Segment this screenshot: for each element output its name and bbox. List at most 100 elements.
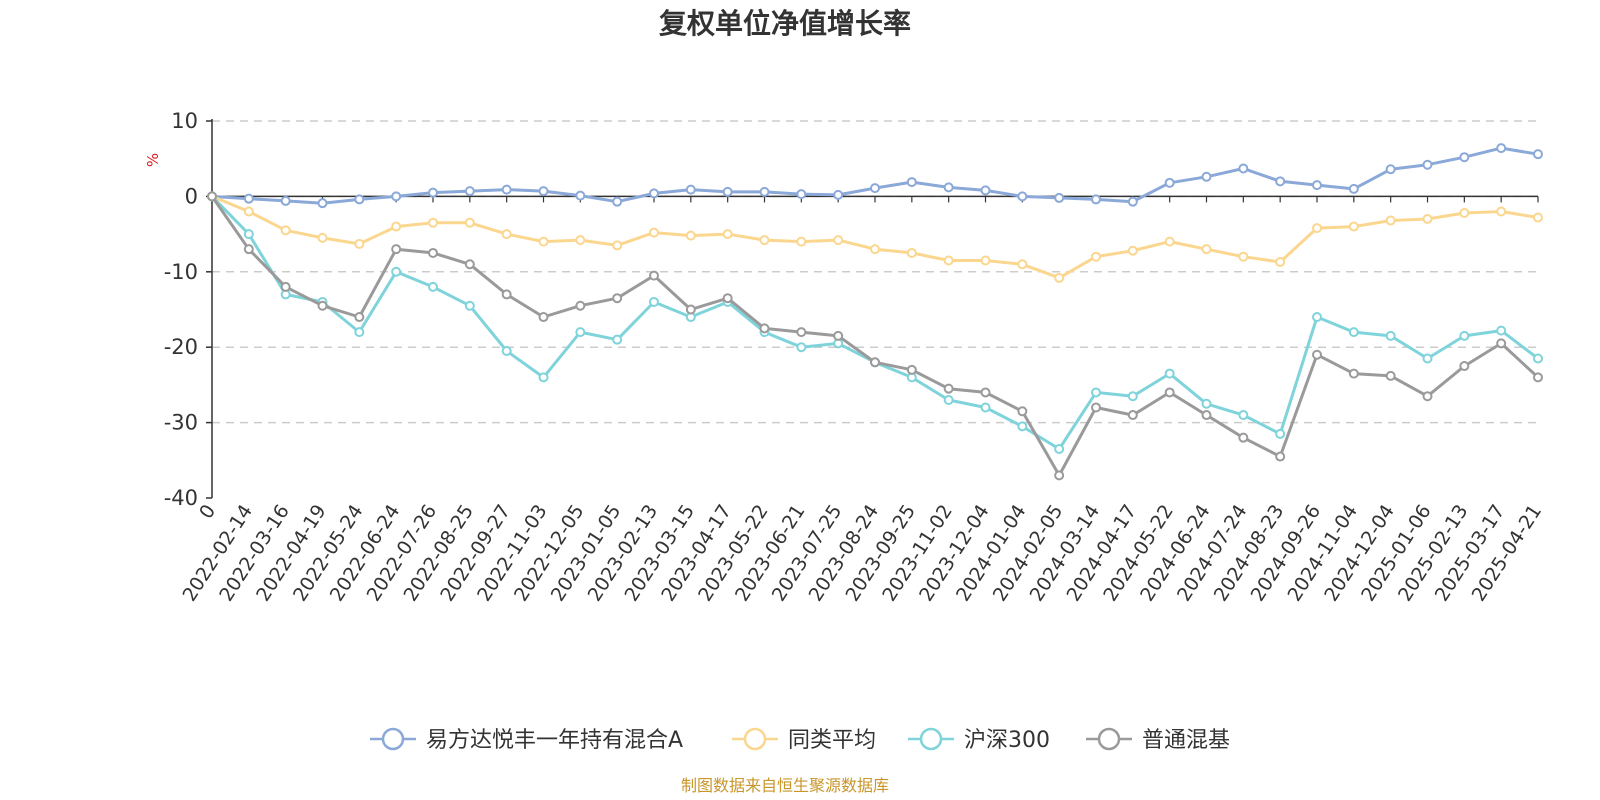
data-point — [1533, 372, 1543, 383]
data-point — [1496, 206, 1507, 217]
data-point — [980, 255, 991, 266]
data-point — [1127, 391, 1138, 402]
data-point — [428, 187, 438, 198]
data-point — [1127, 410, 1138, 421]
data-point — [722, 293, 733, 304]
data-point — [1496, 325, 1507, 336]
data-point — [243, 206, 254, 217]
data-point — [1201, 398, 1212, 409]
data-point — [833, 189, 844, 200]
data-point — [575, 235, 586, 246]
legend-marker — [1097, 727, 1121, 751]
x-tick-label: 0 — [195, 501, 220, 523]
legend[interactable]: 易方达悦丰一年持有混合A 同类平均 沪深300 普通混基 — [370, 727, 1230, 753]
data-point — [1238, 163, 1249, 174]
data-point — [870, 357, 880, 368]
legend-label: 易方达悦丰一年持有混合A — [426, 728, 683, 753]
data-point — [685, 304, 696, 315]
data-point — [943, 383, 954, 394]
legend-label: 同类平均 — [788, 728, 876, 753]
data-point — [1017, 191, 1028, 202]
series-line-0 — [211, 146, 1539, 205]
data-point — [1422, 353, 1433, 364]
legend-item-0[interactable]: 易方达悦丰一年持有混合A — [370, 727, 683, 753]
series-line-3 — [210, 195, 1540, 477]
data-point — [1164, 177, 1175, 188]
data-point — [354, 194, 365, 205]
data-point — [317, 300, 328, 311]
data-point — [1348, 327, 1359, 338]
data-point — [612, 196, 623, 207]
data-point — [391, 191, 402, 202]
data-point — [428, 247, 438, 258]
data-point — [1312, 312, 1322, 323]
data-point — [1238, 410, 1249, 421]
data-point — [1496, 338, 1507, 349]
data-point — [464, 186, 475, 197]
data-point — [1312, 180, 1322, 191]
data-point — [906, 364, 917, 375]
data-point — [722, 229, 733, 240]
data-point — [280, 195, 291, 206]
data-point — [464, 217, 475, 228]
data-point — [1017, 421, 1028, 432]
data-point — [501, 289, 512, 300]
y-tick-label: -10 — [164, 260, 198, 284]
data-point — [1385, 164, 1396, 175]
data-point — [1459, 152, 1470, 163]
data-point — [1422, 214, 1433, 225]
data-point — [906, 247, 917, 258]
data-point — [538, 312, 549, 323]
y-tick-label: 10 — [171, 109, 198, 133]
data-point — [1459, 330, 1470, 341]
legend-item-2[interactable]: 沪深300 — [908, 727, 1050, 753]
data-point — [980, 402, 991, 413]
data-point — [1533, 149, 1543, 160]
data-point — [1275, 451, 1286, 462]
data-point — [1201, 410, 1212, 421]
legend-item-1[interactable]: 同类平均 — [732, 727, 876, 753]
data-point — [870, 183, 880, 194]
data-point — [1201, 244, 1212, 255]
data-point — [1459, 207, 1470, 218]
data-point — [1201, 171, 1212, 182]
data-point — [1275, 428, 1286, 439]
data-point — [1091, 194, 1101, 205]
data-point — [1533, 353, 1543, 364]
series-line-1 — [211, 195, 1539, 280]
data-point — [391, 266, 402, 277]
y-tick-label: -30 — [164, 411, 198, 435]
data-point — [1127, 245, 1138, 256]
data-point — [796, 342, 807, 353]
data-point — [685, 184, 696, 195]
data-point — [980, 387, 991, 398]
data-point — [464, 259, 475, 270]
data-point — [1164, 368, 1175, 379]
data-point — [1054, 443, 1065, 454]
data-point — [796, 189, 807, 200]
grid-lines — [212, 120, 1538, 424]
data-point — [1533, 212, 1543, 223]
data-point — [685, 230, 696, 241]
data-point — [1017, 406, 1028, 417]
data-point — [1385, 330, 1396, 341]
data-point — [759, 186, 770, 197]
data-point — [354, 312, 365, 323]
legend-item-3[interactable]: 普通混基 — [1086, 727, 1230, 753]
data-point — [1496, 143, 1507, 154]
data-point — [1275, 176, 1286, 187]
data-point — [649, 270, 659, 281]
data-point — [833, 235, 844, 246]
series-line-2 — [210, 195, 1539, 451]
data-point — [759, 323, 770, 334]
data-point — [1422, 159, 1433, 170]
data-point — [1238, 251, 1249, 262]
data-point — [870, 244, 880, 255]
data-point — [612, 293, 623, 304]
data-point — [612, 334, 623, 345]
data-point — [280, 225, 291, 236]
data-point — [1422, 391, 1433, 402]
data-point — [280, 281, 291, 292]
data-point — [538, 186, 549, 197]
